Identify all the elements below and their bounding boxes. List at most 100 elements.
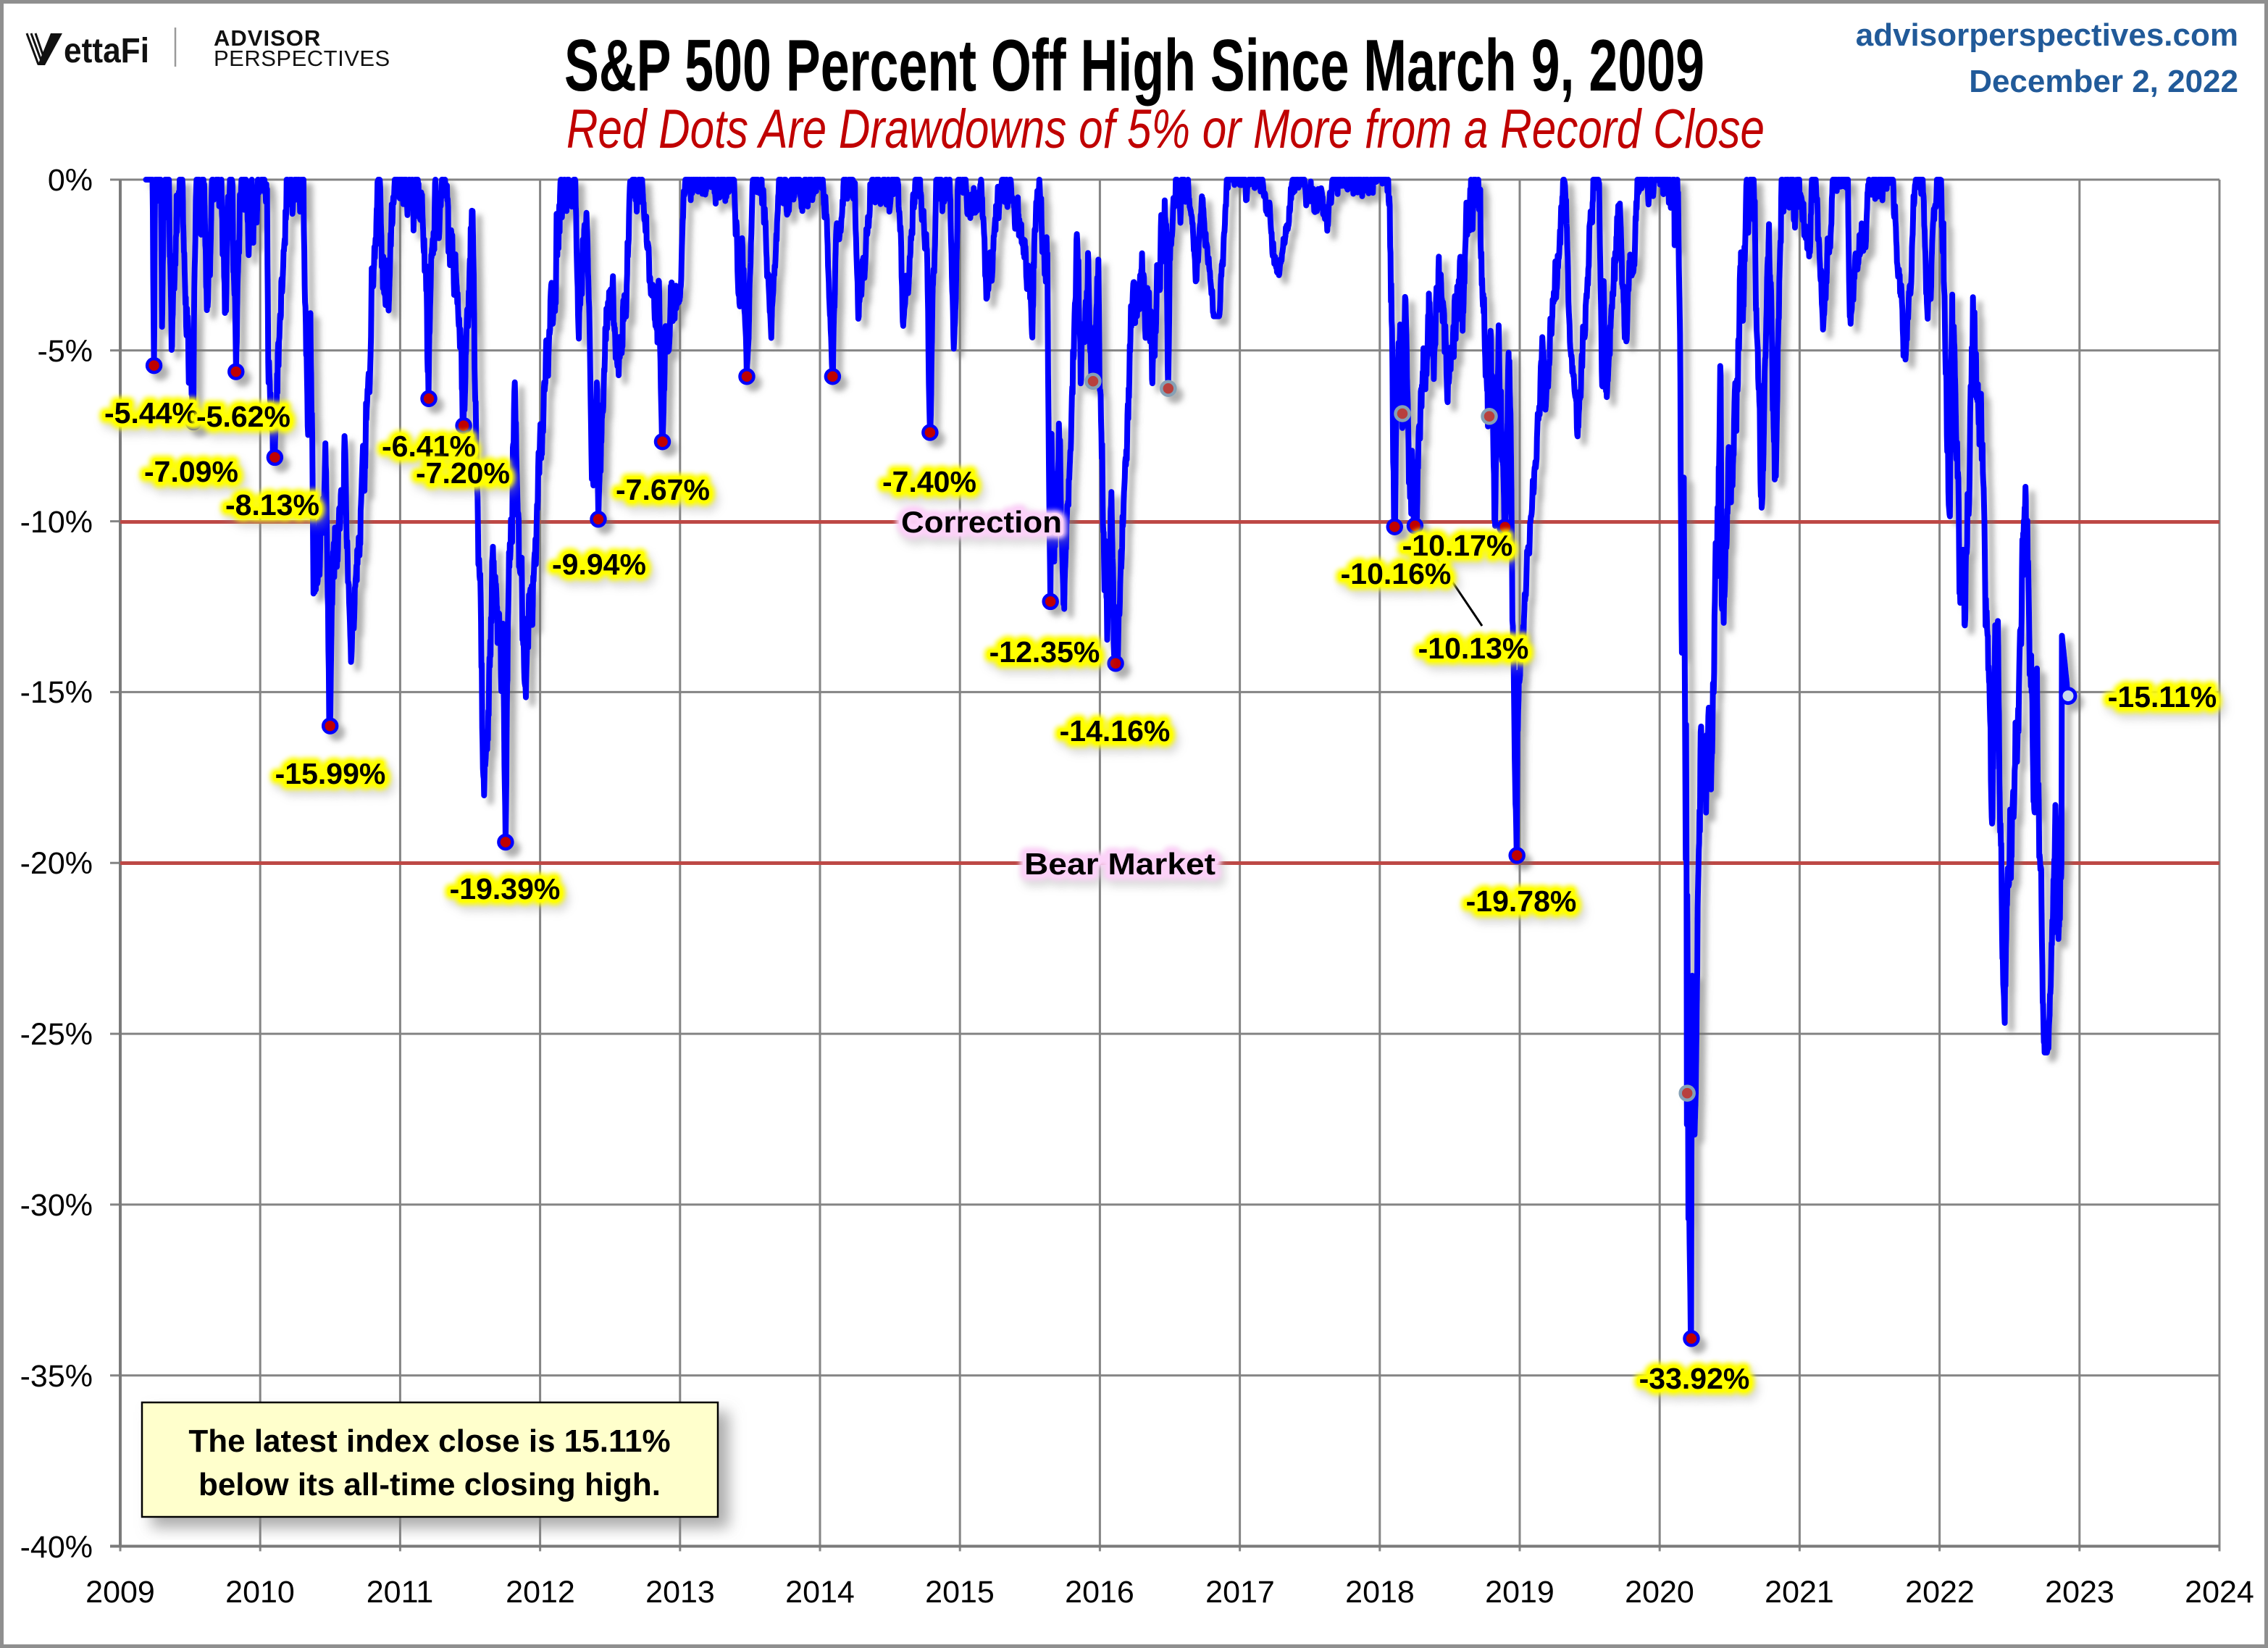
svg-text:-7.40%: -7.40% — [882, 465, 976, 498]
svg-text:-9.94%: -9.94% — [556, 553, 650, 587]
svg-text:-19.78%: -19.78% — [1470, 890, 1581, 924]
svg-text:-15.99%: -15.99% — [275, 757, 386, 790]
svg-text:-7.20%: -7.20% — [419, 462, 514, 495]
svg-text:2018: 2018 — [1345, 1575, 1415, 1610]
svg-text:2013: 2013 — [645, 1575, 715, 1610]
svg-text:-6.41%: -6.41% — [385, 435, 480, 469]
svg-text:-12.35%: -12.35% — [989, 635, 1100, 669]
svg-text:-7.40%: -7.40% — [886, 471, 980, 504]
svg-text:-19.78%: -19.78% — [1466, 884, 1577, 918]
svg-text:-6.41%: -6.41% — [382, 430, 476, 463]
svg-text:-7.09%: -7.09% — [148, 461, 242, 494]
svg-text:-7.09%: -7.09% — [144, 455, 238, 488]
svg-text:2014: 2014 — [785, 1575, 855, 1610]
svg-text:-15.99%: -15.99% — [275, 757, 386, 790]
svg-text:-15.11%: -15.11% — [2108, 680, 2217, 714]
svg-text:ADVISOR: ADVISOR — [214, 25, 321, 51]
svg-text:-33.92%: -33.92% — [1639, 1362, 1750, 1395]
svg-text:-7.67%: -7.67% — [616, 473, 710, 506]
svg-text:-10%: -10% — [20, 505, 93, 540]
svg-text:-10.13%: -10.13% — [1418, 632, 1529, 665]
svg-text:Correction: Correction — [901, 505, 1062, 539]
svg-text:-30%: -30% — [20, 1188, 93, 1223]
svg-text:2010: 2010 — [225, 1575, 295, 1610]
svg-text:-7.20%: -7.20% — [416, 456, 510, 490]
svg-text:-10.17%: -10.17% — [1402, 529, 1513, 562]
svg-text:-5.62%: -5.62% — [200, 406, 294, 439]
svg-text:-15.99%: -15.99% — [279, 763, 390, 796]
svg-text:-19.39%: -19.39% — [453, 878, 564, 911]
svg-text:-8.13%: -8.13% — [225, 488, 319, 522]
svg-text:-15.11%: -15.11% — [2108, 680, 2217, 714]
svg-text:-10.17%: -10.17% — [1406, 535, 1517, 568]
svg-text:-12.35%: -12.35% — [989, 635, 1100, 669]
svg-text:-7.20%: -7.20% — [416, 456, 510, 490]
svg-text:-9.94%: -9.94% — [552, 548, 646, 581]
svg-text:-15.11%: -15.11% — [2108, 680, 2217, 714]
svg-text:-5.62%: -5.62% — [196, 400, 290, 433]
svg-text:2019: 2019 — [1485, 1575, 1554, 1610]
svg-text:-5.62%: -5.62% — [196, 400, 290, 433]
svg-text:Bear Market: Bear Market — [1024, 847, 1215, 881]
svg-text:-25%: -25% — [20, 1017, 93, 1052]
svg-text:2024: 2024 — [2185, 1575, 2254, 1610]
svg-text:Correction: Correction — [901, 505, 1062, 539]
svg-text:2015: 2015 — [925, 1575, 995, 1610]
svg-text:-15.11%: -15.11% — [2112, 686, 2220, 719]
svg-text:-10.16%: -10.16% — [1344, 563, 1455, 596]
svg-text:-10.16%: -10.16% — [1341, 557, 1452, 590]
svg-text:-14.16%: -14.16% — [1063, 720, 1174, 753]
svg-text:-19.39%: -19.39% — [450, 872, 561, 905]
svg-text:0%: 0% — [48, 163, 93, 198]
svg-text:-7.67%: -7.67% — [616, 473, 710, 506]
svg-text:-20%: -20% — [20, 846, 93, 881]
svg-text:-10.16%: -10.16% — [1341, 557, 1452, 590]
svg-text:-10.16%: -10.16% — [1341, 557, 1452, 590]
svg-text:below its all-time closing hig: below its all-time closing high. — [198, 1467, 661, 1502]
svg-text:2011: 2011 — [367, 1575, 433, 1610]
svg-text:-7.09%: -7.09% — [144, 455, 238, 488]
svg-text:-19.78%: -19.78% — [1466, 884, 1577, 918]
svg-text:2012: 2012 — [506, 1575, 575, 1610]
svg-text:-12.35%: -12.35% — [989, 635, 1100, 669]
svg-text:The latest index close is 15.1: The latest index close is 15.11% — [188, 1423, 670, 1459]
svg-text:-35%: -35% — [20, 1359, 93, 1394]
svg-text:Bear Market: Bear Market — [1024, 847, 1215, 881]
svg-text:-40%: -40% — [20, 1530, 93, 1565]
svg-text:-9.94%: -9.94% — [552, 548, 646, 581]
svg-text:-10.13%: -10.13% — [1422, 637, 1533, 671]
svg-text:-10.17%: -10.17% — [1402, 529, 1513, 562]
svg-text:-14.16%: -14.16% — [1060, 714, 1171, 748]
svg-text:ettaFi: ettaFi — [64, 32, 149, 70]
svg-text:-6.41%: -6.41% — [382, 430, 476, 463]
svg-text:-10.17%: -10.17% — [1402, 529, 1513, 562]
svg-text:-33.92%: -33.92% — [1639, 1362, 1750, 1395]
svg-text:-5%: -5% — [38, 334, 93, 369]
svg-text:-7.09%: -7.09% — [144, 455, 238, 488]
svg-text:2022: 2022 — [1905, 1575, 1975, 1610]
svg-text:Correction: Correction — [905, 511, 1066, 545]
svg-text:PERSPECTIVES: PERSPECTIVES — [214, 46, 390, 71]
svg-text:2016: 2016 — [1065, 1575, 1134, 1610]
svg-text:-15.99%: -15.99% — [275, 757, 386, 790]
svg-text:2021: 2021 — [1765, 1575, 1834, 1610]
svg-text:-8.13%: -8.13% — [225, 488, 319, 522]
svg-text:-9.94%: -9.94% — [552, 548, 646, 581]
svg-text:-8.13%: -8.13% — [229, 494, 323, 527]
svg-text:-7.20%: -7.20% — [416, 456, 510, 490]
svg-text:-33.92%: -33.92% — [1643, 1368, 1754, 1401]
svg-text:-14.16%: -14.16% — [1060, 714, 1171, 748]
svg-text:-7.67%: -7.67% — [619, 479, 714, 512]
svg-text:December 2, 2022: December 2, 2022 — [1969, 64, 2238, 99]
svg-text:S&P 500 Percent Off High Since: S&P 500 Percent Off High Since March 9, … — [564, 25, 1704, 106]
svg-text:-7.67%: -7.67% — [616, 473, 710, 506]
svg-text:-5.44%: -5.44% — [104, 396, 198, 430]
svg-text:-7.40%: -7.40% — [882, 465, 976, 498]
svg-text:-12.35%: -12.35% — [993, 641, 1104, 674]
svg-text:Bear Market: Bear Market — [1024, 847, 1215, 881]
svg-text:Bear Market: Bear Market — [1028, 853, 1219, 887]
svg-text:-5.44%: -5.44% — [104, 396, 198, 430]
svg-text:-8.13%: -8.13% — [225, 488, 319, 522]
svg-text:-5.44%: -5.44% — [104, 396, 198, 430]
svg-text:2017: 2017 — [1205, 1575, 1275, 1610]
